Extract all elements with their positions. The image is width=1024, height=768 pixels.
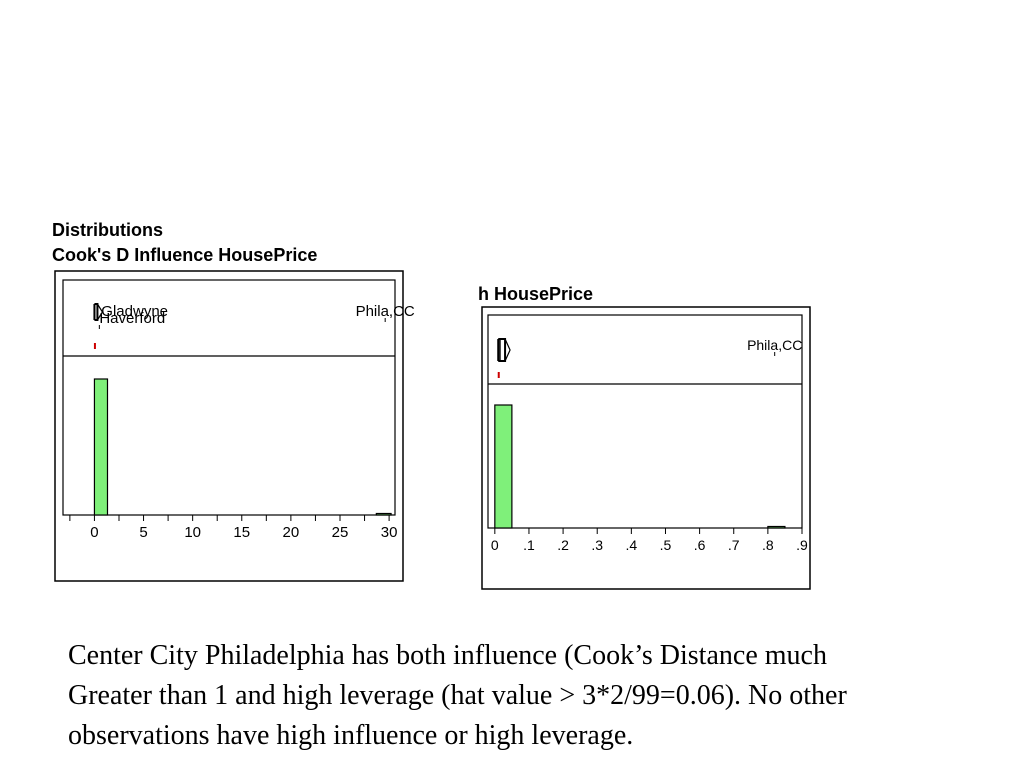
outer-frame xyxy=(481,306,811,590)
x-tick-label-6: 30 xyxy=(381,524,398,541)
x-tick-label-8: .8 xyxy=(762,537,774,553)
x-tick-label-1: 5 xyxy=(139,524,147,541)
data-point-marker xyxy=(497,372,500,378)
outlier-box-diamond xyxy=(504,338,511,362)
plot-frame xyxy=(487,314,803,529)
chart2-title: h HousePrice xyxy=(478,284,594,304)
data-point-marker xyxy=(93,343,96,349)
outlier-box xyxy=(497,338,507,362)
x-tick-label-4: 20 xyxy=(283,524,300,541)
x-tick-label-4: .4 xyxy=(626,537,638,553)
x-tick-label-0: 0 xyxy=(90,524,98,541)
x-tick-label-7: .7 xyxy=(728,537,740,553)
histogram-bar-1 xyxy=(494,404,513,529)
outlier-label-3: Phila,CC xyxy=(356,303,415,320)
x-tick-label-5: 25 xyxy=(332,524,349,541)
hat-value-histogram: 0 .1 .2 .3 .4 .5 .6 .7 .8 .9 Phila,CC xyxy=(481,306,811,590)
x-tick-label-3: .3 xyxy=(591,537,603,553)
caption-line-1: Center City Philadelphia has both influe… xyxy=(68,640,827,671)
plot-frame xyxy=(62,279,396,516)
x-tick-label-0: 0 xyxy=(491,537,499,553)
histogram-bar-2 xyxy=(767,525,786,529)
caption-line-2: Greater than 1 and high leverage (hat va… xyxy=(68,680,847,711)
histogram-bar-2 xyxy=(375,512,392,516)
report-title: Distributions xyxy=(52,220,163,240)
x-tick-label-3: 15 xyxy=(233,524,250,541)
outlier-label-1: Phila,CC xyxy=(747,337,802,353)
caption-line-3: observations have high influence or high… xyxy=(68,720,634,751)
cooks-d-histogram-panel: 0 5 10 15 20 25 30 Gladwyne Haverford Phila,CC xyxy=(54,270,415,582)
x-tick-label-1: .1 xyxy=(523,537,535,553)
x-tick-label-6: .6 xyxy=(694,537,706,553)
x-tick-label-5: .5 xyxy=(660,537,672,553)
outlier-label-2: Haverford xyxy=(99,310,165,327)
x-tick-label-2: 10 xyxy=(184,524,201,541)
chart1-title: Cook's D Influence HousePrice xyxy=(52,245,318,265)
caption-text: Center City Philadelphia has both influe… xyxy=(68,636,1024,756)
histogram-bar-1 xyxy=(93,378,109,516)
outer-frame xyxy=(54,270,404,582)
hat-value-histogram-panel: 0 .1 .2 .3 .4 .5 .6 .7 .8 .9 Phila,CC xyxy=(481,306,811,590)
x-tick-label-2: .2 xyxy=(557,537,569,553)
outlier-label-1: Gladwyne xyxy=(101,303,168,320)
x-tick-label-9: .9 xyxy=(796,537,808,553)
outlier-box-diamond xyxy=(96,303,104,321)
